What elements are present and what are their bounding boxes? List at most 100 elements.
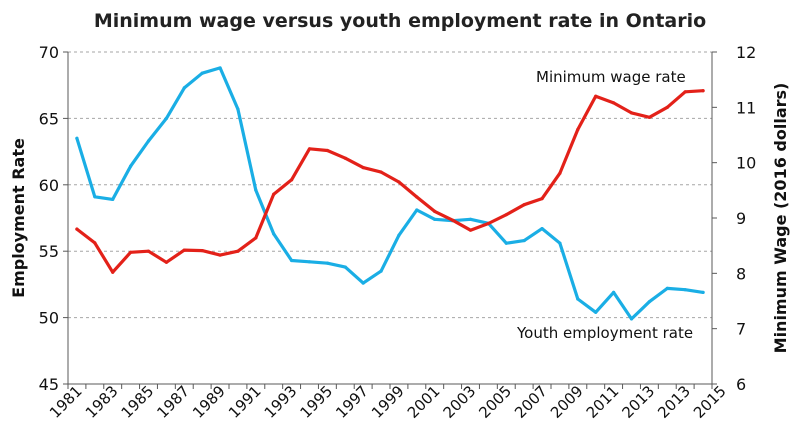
annotation-minimum-wage: Minimum wage rate xyxy=(536,68,686,86)
data-point-youth-employment-rate xyxy=(683,288,687,292)
data-point-youth-employment-rate xyxy=(361,281,365,285)
data-point-minimum-wage-rate xyxy=(629,111,634,115)
data-point-youth-employment-rate xyxy=(665,286,669,290)
data-point-youth-employment-rate xyxy=(164,116,168,120)
data-point-minimum-wage-rate xyxy=(468,228,473,232)
data-point-minimum-wage-rate xyxy=(75,227,79,231)
x-tick-label: 1985 xyxy=(118,382,158,422)
data-point-youth-employment-rate xyxy=(146,139,151,143)
data-point-minimum-wage-rate xyxy=(236,249,240,253)
data-point-youth-employment-rate xyxy=(272,232,276,236)
x-tick-label: 1989 xyxy=(189,382,229,422)
data-point-minimum-wage-rate xyxy=(254,236,258,240)
data-point-youth-employment-rate xyxy=(379,269,383,273)
data-point-youth-employment-rate xyxy=(504,241,508,245)
x-tick-label: 2013 xyxy=(618,382,658,422)
y-axis-right-label: Minimum Wage (2016 dollars) xyxy=(771,83,790,354)
data-point-youth-employment-rate xyxy=(468,217,473,221)
data-point-minimum-wage-rate xyxy=(129,250,133,254)
x-tick-label: 2013 xyxy=(654,382,694,422)
data-point-youth-employment-rate xyxy=(307,260,312,264)
y-left-tick-label: 60 xyxy=(39,176,59,195)
x-tick-label: 2003 xyxy=(440,382,480,422)
data-point-minimum-wage-rate xyxy=(576,127,580,132)
data-point-youth-employment-rate xyxy=(254,188,258,192)
series-line-minimum-wage-rate xyxy=(75,89,705,274)
data-point-minimum-wage-rate xyxy=(307,147,312,151)
data-point-youth-employment-rate xyxy=(612,290,616,294)
x-tick-label: 1983 xyxy=(82,382,122,422)
data-point-minimum-wage-rate xyxy=(486,221,490,226)
series-line-youth-employment-rate xyxy=(75,66,705,321)
x-tick-label: 2011 xyxy=(583,382,623,422)
data-point-minimum-wage-rate xyxy=(272,192,276,196)
y-left-tick-label: 55 xyxy=(39,242,59,261)
axes-layer: 4550556065706789101112198119831985198719… xyxy=(39,43,757,422)
data-point-minimum-wage-rate xyxy=(451,218,455,222)
y-left-tick-label: 65 xyxy=(39,109,59,128)
data-point-youth-employment-rate xyxy=(629,317,634,321)
data-point-minimum-wage-rate xyxy=(522,203,526,207)
x-tick-label: 1995 xyxy=(296,382,336,422)
x-tick-label: 2007 xyxy=(511,382,551,422)
data-point-minimum-wage-rate xyxy=(111,270,115,274)
data-point-minimum-wage-rate xyxy=(93,241,97,245)
y-left-tick-label: 45 xyxy=(39,375,59,394)
y-left-tick-label: 70 xyxy=(39,43,59,62)
data-point-youth-employment-rate xyxy=(343,265,347,269)
data-point-youth-employment-rate xyxy=(290,258,294,263)
data-point-youth-employment-rate xyxy=(594,310,598,314)
data-point-minimum-wage-rate xyxy=(433,209,437,213)
data-point-minimum-wage-rate xyxy=(290,178,294,182)
data-point-youth-employment-rate xyxy=(522,238,526,243)
y-right-tick-label: 10 xyxy=(736,154,756,173)
data-point-minimum-wage-rate xyxy=(415,195,419,199)
y-left-tick-label: 50 xyxy=(39,309,59,328)
grid-layer xyxy=(68,51,712,319)
series-layer xyxy=(75,66,705,321)
data-point-youth-employment-rate xyxy=(397,233,401,237)
data-point-youth-employment-rate xyxy=(200,71,204,75)
x-tick-label: 1987 xyxy=(153,382,193,422)
data-point-youth-employment-rate xyxy=(647,300,651,304)
data-point-minimum-wage-rate xyxy=(146,249,151,253)
data-point-youth-employment-rate xyxy=(111,197,115,202)
data-point-youth-employment-rate xyxy=(415,208,419,212)
data-point-minimum-wage-rate xyxy=(343,156,347,160)
data-point-youth-employment-rate xyxy=(576,297,580,301)
y-right-tick-label: 9 xyxy=(736,209,746,228)
annotation-youth-employment: Youth employment rate xyxy=(516,324,693,342)
data-point-minimum-wage-rate xyxy=(325,148,329,153)
data-point-youth-employment-rate xyxy=(93,195,97,199)
data-point-minimum-wage-rate xyxy=(665,105,669,109)
data-point-youth-employment-rate xyxy=(218,66,222,70)
data-point-youth-employment-rate xyxy=(558,241,562,245)
data-point-minimum-wage-rate xyxy=(594,94,598,98)
data-point-minimum-wage-rate xyxy=(397,180,401,184)
data-point-youth-employment-rate xyxy=(75,136,79,140)
data-point-youth-employment-rate xyxy=(182,86,186,90)
data-point-minimum-wage-rate xyxy=(683,90,687,94)
data-point-youth-employment-rate xyxy=(236,107,240,111)
x-tick-label: 2005 xyxy=(475,382,515,422)
data-point-youth-employment-rate xyxy=(325,261,329,265)
data-point-minimum-wage-rate xyxy=(164,260,168,264)
x-tick-label: 2001 xyxy=(404,382,444,422)
data-point-minimum-wage-rate xyxy=(558,171,562,175)
data-point-youth-employment-rate xyxy=(433,217,437,221)
data-point-minimum-wage-rate xyxy=(379,170,383,174)
x-tick-label: 2015 xyxy=(690,382,730,422)
x-tick-label: 1999 xyxy=(368,382,408,422)
y-right-tick-label: 7 xyxy=(736,320,746,339)
y-right-tick-label: 11 xyxy=(736,98,756,117)
x-tick-label: 1993 xyxy=(261,382,301,422)
data-point-minimum-wage-rate xyxy=(182,248,186,252)
x-tick-label: 1991 xyxy=(225,382,265,422)
y-axis-left-label: Employment Rate xyxy=(9,138,28,298)
y-right-tick-label: 12 xyxy=(736,43,756,62)
data-point-minimum-wage-rate xyxy=(612,101,616,105)
data-point-minimum-wage-rate xyxy=(504,213,508,217)
x-tick-label: 1997 xyxy=(332,382,372,422)
y-right-tick-label: 6 xyxy=(736,375,746,394)
